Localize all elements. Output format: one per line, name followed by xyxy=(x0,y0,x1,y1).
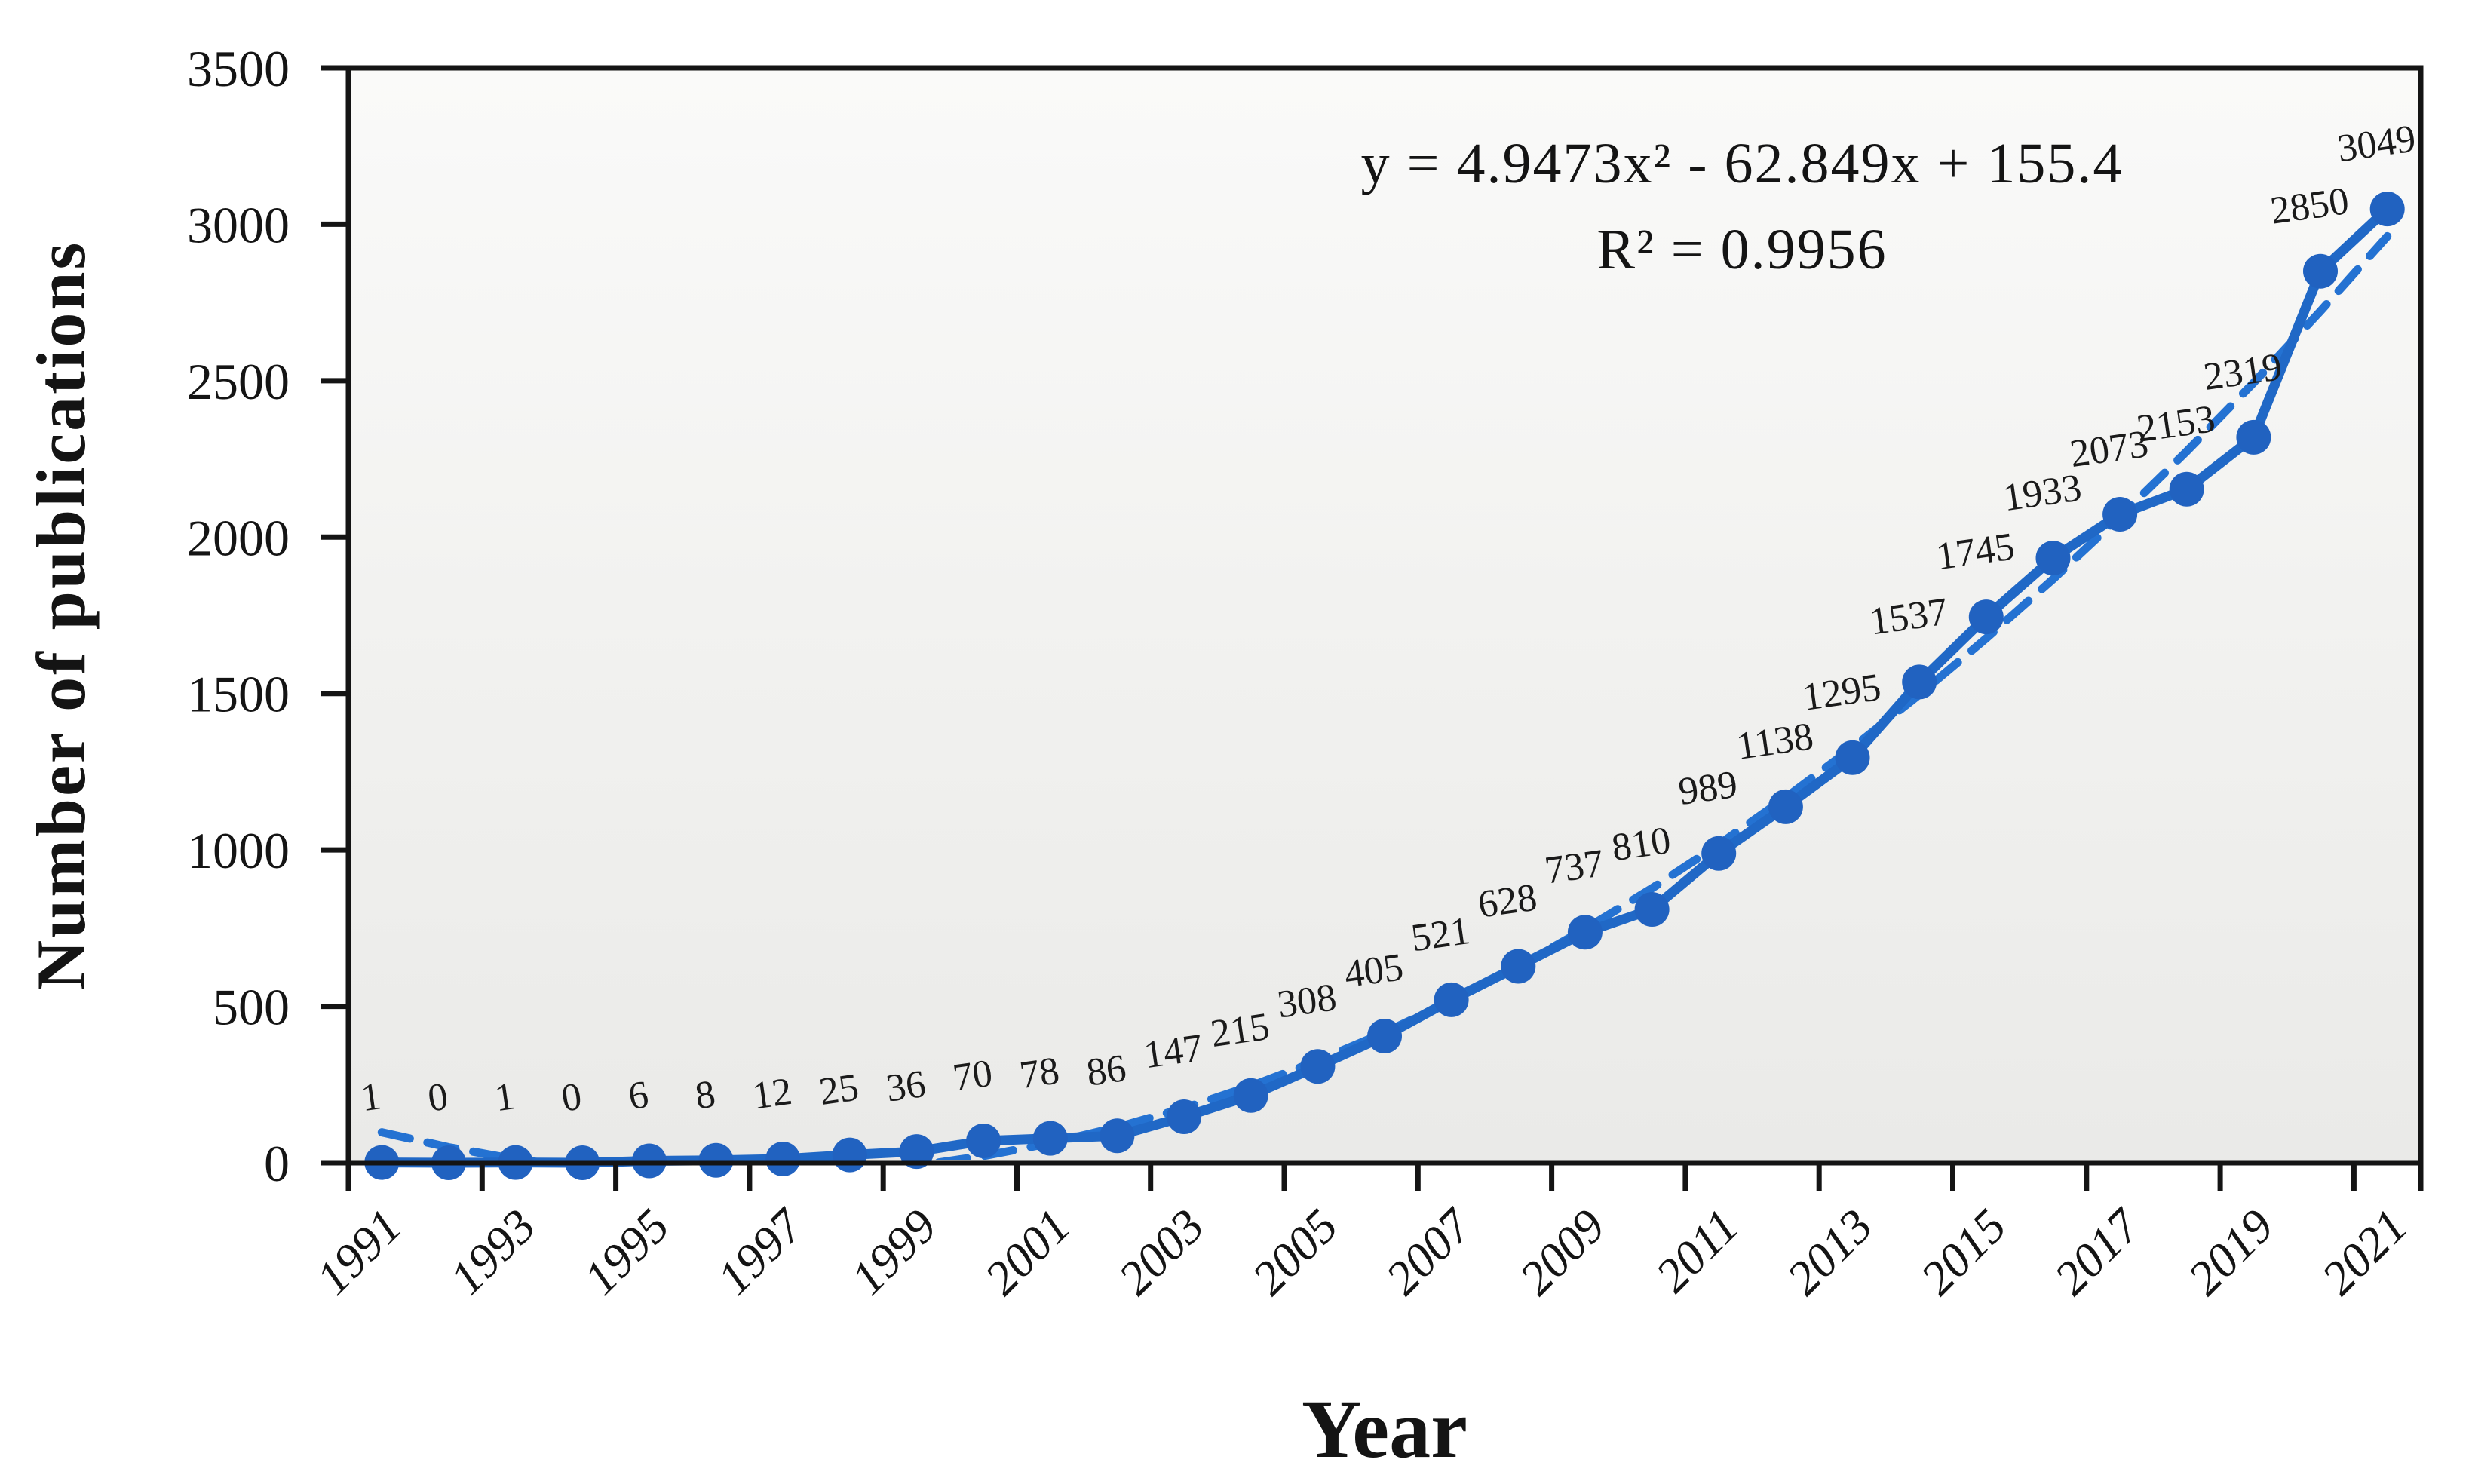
data-point-marker xyxy=(1100,1118,1135,1154)
data-point-marker xyxy=(2035,541,2071,576)
data-point-marker xyxy=(1501,949,1536,984)
y-axis-title: Number of publications xyxy=(23,241,100,991)
data-point-marker xyxy=(1768,789,1803,824)
data-point-label: 215 xyxy=(1208,1005,1272,1056)
data-point-label: 25 xyxy=(817,1065,861,1114)
data-point-label: 147 xyxy=(1141,1026,1205,1077)
x-axis-tick-label: 2015 xyxy=(1910,1199,2017,1305)
x-axis-tick-label: 2017 xyxy=(2044,1197,2151,1305)
x-axis-tick-label: 2019 xyxy=(2178,1199,2284,1305)
data-point-marker xyxy=(1434,982,1469,1017)
data-point-label: 521 xyxy=(1409,909,1473,960)
data-point-marker xyxy=(1167,1099,1202,1134)
data-point-marker xyxy=(1233,1078,1268,1113)
y-axis-tick-label: 1000 xyxy=(187,822,290,879)
x-axis-tick-label: 1997 xyxy=(707,1197,814,1305)
data-point-label: 70 xyxy=(950,1052,995,1100)
r-squared-label: R² = 0.9956 xyxy=(1596,218,1887,281)
y-axis-tick-label: 2500 xyxy=(187,353,290,410)
y-axis-tick-label: 3500 xyxy=(187,40,290,97)
data-point-label: 628 xyxy=(1475,876,1539,927)
data-point-marker xyxy=(1367,1019,1402,1053)
data-point-label: 36 xyxy=(883,1062,928,1111)
trendline-equation-label: y = 4.9473x² - 62.849x + 155.4 xyxy=(1361,132,2124,195)
data-point-marker xyxy=(966,1124,1001,1158)
x-axis-tick-label: 1995 xyxy=(573,1199,679,1305)
x-axis-tick-label: 1993 xyxy=(440,1199,546,1305)
x-axis-tick-label: 2005 xyxy=(1242,1199,1348,1305)
data-point-marker xyxy=(2102,497,2138,532)
data-point-marker xyxy=(1835,740,1870,775)
y-axis-tick-label: 2000 xyxy=(187,509,290,566)
y-axis-tick-label: 3000 xyxy=(187,196,290,253)
data-point-marker xyxy=(832,1137,867,1173)
data-point-marker xyxy=(2236,419,2271,455)
data-point-label: 405 xyxy=(1342,946,1406,996)
data-point-label: 12 xyxy=(750,1070,794,1118)
data-point-marker xyxy=(2369,192,2405,227)
x-axis-tick-label: 2013 xyxy=(1777,1199,1883,1305)
data-point-label: 78 xyxy=(1017,1049,1062,1097)
data-point-label: 989 xyxy=(1676,763,1740,814)
x-axis-tick-label: 2003 xyxy=(1108,1199,1214,1305)
x-axis-tick-label: 1991 xyxy=(305,1199,412,1305)
x-axis-title: Year xyxy=(1302,1383,1468,1475)
x-axis-tick-label: 2009 xyxy=(1509,1199,1615,1305)
x-axis-tick-label: 2001 xyxy=(974,1199,1081,1305)
data-point-marker xyxy=(1032,1121,1068,1156)
y-axis-tick-label: 1500 xyxy=(187,666,290,723)
data-point-marker xyxy=(765,1142,801,1176)
x-axis-tick-label: 2011 xyxy=(1645,1199,1749,1302)
data-point-label: 737 xyxy=(1542,842,1606,892)
data-point-marker xyxy=(1968,599,2004,635)
data-point-marker xyxy=(1701,836,1737,871)
data-point-marker xyxy=(1567,915,1603,950)
data-point-marker xyxy=(1300,1049,1336,1084)
data-point-marker xyxy=(1902,664,1937,700)
data-point-label: 86 xyxy=(1084,1047,1128,1095)
data-point-marker xyxy=(2169,471,2204,507)
x-axis-tick-label: 2007 xyxy=(1376,1197,1483,1305)
data-point-label: 1138 xyxy=(1734,715,1816,768)
data-point-marker xyxy=(2303,253,2338,289)
data-point-label: 810 xyxy=(1609,819,1673,869)
x-axis-tick-label: 2021 xyxy=(2311,1199,2418,1305)
data-point-label: 308 xyxy=(1275,976,1339,1026)
data-point-marker xyxy=(1634,892,1670,927)
plot-area xyxy=(348,68,2421,1163)
x-axis-tick-label: 1999 xyxy=(841,1199,947,1305)
y-axis-tick-label: 500 xyxy=(213,979,290,1036)
plot-border xyxy=(345,65,2424,1166)
y-axis-tick-label: 0 xyxy=(264,1135,290,1192)
